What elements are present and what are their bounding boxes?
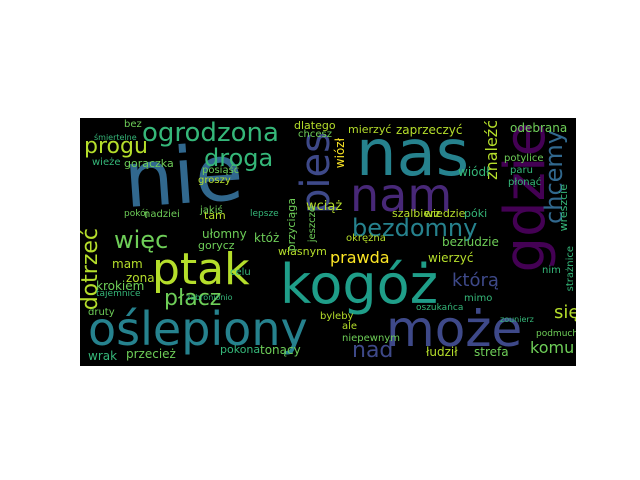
word-gorycz: gorycz [198, 239, 235, 252]
word-nim: nim [542, 265, 561, 276]
word-wrak: wrak [88, 349, 118, 363]
word-posiasc: posiąść [202, 165, 240, 176]
word-wiodl: wiódł [458, 165, 490, 179]
word-pokona: pokona [220, 343, 261, 356]
word-tajemnice: tajemnice [96, 289, 141, 299]
word-wiozl: wiózł [333, 138, 347, 169]
word-celu: celu [230, 267, 251, 278]
word-przeciez: przecież [126, 347, 176, 361]
word-nadziei: nadziei [144, 209, 180, 220]
word-zounier: zounierz [500, 315, 534, 324]
word-podmuch: podmuch [536, 329, 576, 339]
word-ulomny: ułomny [202, 227, 247, 241]
word-zaprzeczyc: zaprzeczyć [396, 123, 463, 137]
word-jeszcze: jeszcze [307, 206, 318, 243]
word-ktora: którą [452, 270, 499, 291]
word-paru: paru [510, 165, 533, 176]
word-ptak: ptak [152, 244, 250, 295]
word-groszy: groszy [198, 175, 231, 186]
word-plonac: płonąć [508, 177, 542, 188]
word-goraczka: gorączka [124, 157, 174, 170]
word-mam: mam [112, 257, 143, 271]
word-nad: nad [352, 338, 394, 363]
word-strefa: strefa [474, 345, 509, 359]
word-ogrodzona: ogrodzona [142, 118, 279, 148]
word-progu: progu [84, 134, 148, 159]
word-bez: bez [124, 119, 142, 130]
word-wiec: więc [114, 226, 169, 254]
word-straznice: strażnice [565, 246, 576, 292]
word-mierzyc: mierzyć [348, 123, 392, 136]
word-jakis: jakiś [200, 205, 223, 216]
word-dlatego: dlatego [294, 119, 336, 132]
word-zabronionio: zabronionio [186, 293, 233, 302]
word-sie: się [554, 302, 576, 323]
word-tonacy: tonący [260, 343, 301, 357]
word-nas: nas [356, 118, 470, 191]
word-niepewnym: niepewnym [342, 333, 400, 344]
word-potylice: potylice [504, 153, 544, 164]
word-krokiem: krokiem [96, 279, 145, 293]
word-wreszcie: wreszcie [557, 184, 570, 232]
word-tam: tam [204, 209, 226, 222]
word-ale: ale [342, 321, 358, 332]
word-ktoz: któż [254, 231, 280, 245]
word-bezdomny: bezdomny [352, 214, 478, 242]
word-moze: może [386, 300, 523, 358]
word-chcesz: chcesz [298, 129, 332, 140]
word-szalbierz: szalbierz [392, 207, 441, 220]
word-kogoz: kogóż [280, 253, 439, 316]
word-odebrana: odebrana [510, 121, 568, 135]
word-wieze: wieże [92, 157, 121, 168]
word-wierzyc: wierzyć [428, 251, 474, 265]
word-droga: droga [204, 144, 274, 172]
word-lepsze: lepsze [250, 209, 279, 219]
word-druty: druty [88, 307, 115, 318]
word-przyciaga: przyciąga [285, 198, 298, 252]
word-mimo: mimo [464, 293, 493, 304]
word-poki: póki [464, 207, 488, 220]
word-ludzil: łudził [426, 345, 458, 359]
word-zona: zona [126, 271, 155, 285]
word-byleby: byleby [320, 311, 354, 322]
word-wlasnym: własnym [278, 245, 327, 258]
word-bezludzie: bezludzie [442, 235, 499, 249]
word-smiertelne: śmiertelne [94, 133, 137, 142]
word-oszukanca: oszukańca [416, 303, 464, 313]
word-okrezna: okrężna [346, 233, 386, 244]
word-cloud: nie nas nam kogóż oślepiony może ptak gd… [80, 118, 576, 366]
word-wciaz: wciąż [306, 199, 343, 214]
word-nam: nam [350, 168, 453, 222]
word-wiedzie: wiedzie [424, 207, 466, 220]
word-oslepiony: oślepiony [88, 302, 308, 356]
word-prawda: prawda [330, 248, 390, 267]
word-komu: komu [530, 338, 575, 357]
word-pokoj: pokój [124, 209, 149, 219]
word-placz: płacz [164, 286, 222, 311]
